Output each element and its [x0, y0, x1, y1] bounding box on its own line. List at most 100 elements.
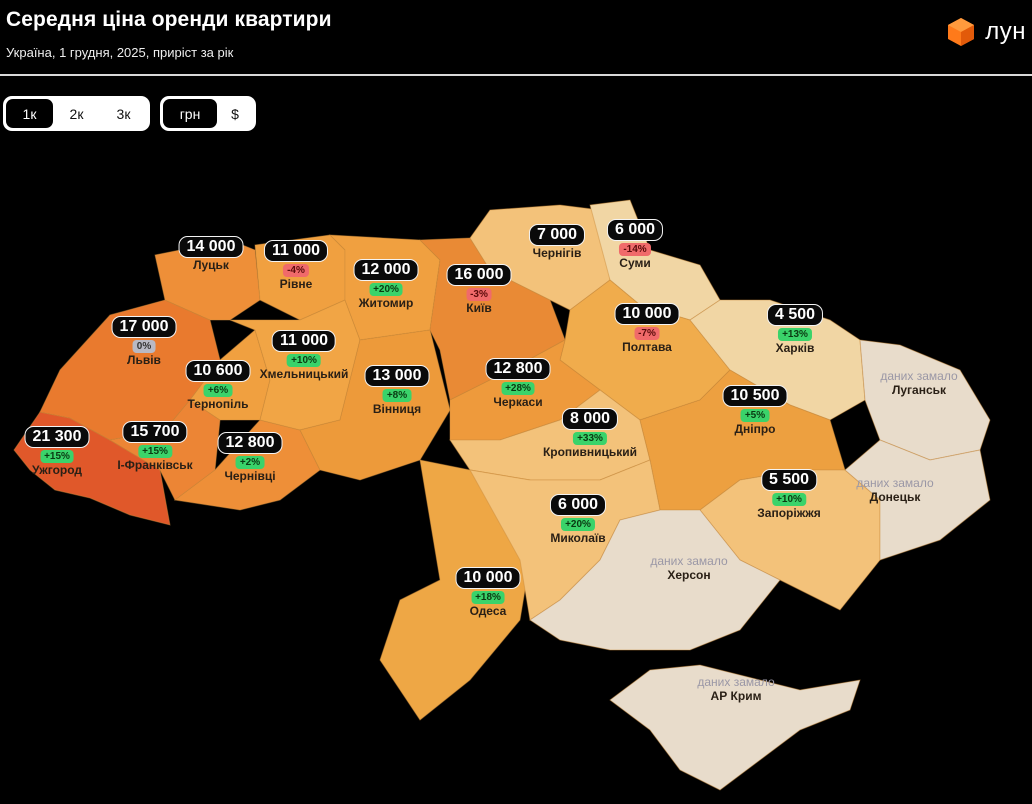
change-badge: 0% [132, 340, 156, 353]
city-name: Вінниця [372, 402, 422, 416]
region-label-kyiv[interactable]: 16 000 -3% Київ [446, 264, 512, 315]
region-label-khmelnytskyi[interactable]: 11 000 +10% Хмельницький [259, 330, 349, 381]
ukraine-map: 14 000 Луцьк 11 000 -4% Рівне 12 000 +20… [0, 140, 1032, 804]
region-label-sumy[interactable]: 6 000 -14% Суми [606, 219, 664, 270]
no-data-note: даних замало [650, 554, 728, 568]
header: Середня ціна оренди квартири Україна, 1 … [0, 0, 1032, 76]
region-label-ternopil[interactable]: 10 600 +6% Тернопіль [185, 360, 251, 411]
change-badge: +2% [235, 456, 265, 469]
price-badge: 5 500 [760, 469, 818, 491]
city-name: Донецьк [869, 490, 921, 504]
change-badge: +13% [778, 328, 812, 341]
city-name: Чернігів [532, 246, 582, 260]
city-name: Київ [466, 301, 492, 315]
region-label-vinnytsia[interactable]: 13 000 +8% Вінниця [364, 365, 430, 416]
city-name: Черкаси [493, 395, 543, 409]
logo[interactable]: лун [945, 16, 1026, 48]
price-badge: 10 600 [185, 360, 251, 382]
price-badge: 13 000 [364, 365, 430, 387]
city-name: Львів [127, 353, 161, 367]
page-subtitle: Україна, 1 грудня, 2025, приріст за рік [6, 45, 234, 60]
cube-logo-icon [948, 18, 975, 46]
price-badge: 10 000 [455, 567, 521, 589]
city-name: Луцьк [193, 258, 229, 272]
region-label-kharkiv[interactable]: 4 500 +13% Харків [766, 304, 824, 355]
price-badge: 6 000 [606, 219, 664, 241]
price-badge: 14 000 [178, 236, 244, 258]
price-badge: 4 500 [766, 304, 824, 326]
city-name: Запоріжжя [757, 506, 821, 520]
price-badge: 12 000 [353, 259, 419, 281]
city-name: Херсон [667, 568, 711, 582]
page-title: Середня ціна оренди квартири [6, 8, 332, 31]
change-badge: +15% [40, 450, 74, 463]
change-badge: +6% [203, 384, 233, 397]
region-label-kropyvnytskyi[interactable]: 8 000 +33% Кропивницький [543, 408, 637, 459]
change-badge: -7% [634, 327, 660, 340]
region-label-dnipro[interactable]: 10 500 +5% Дніпро [722, 385, 788, 436]
no-data-note: даних замало [880, 369, 958, 383]
region-label-poltava[interactable]: 10 000 -7% Полтава [614, 303, 680, 354]
price-badge: 10 500 [722, 385, 788, 407]
currency-usd-button[interactable]: $ [231, 105, 239, 122]
price-badge: 12 800 [217, 432, 283, 454]
city-name: Ужгород [31, 463, 83, 477]
change-badge: +18% [471, 591, 505, 604]
region-crimea [609, 664, 861, 791]
price-badge: 10 000 [614, 303, 680, 325]
city-name: Харків [775, 341, 815, 355]
region-label-uzhhorod[interactable]: 21 300 +15% Ужгород [24, 426, 90, 477]
change-badge: +28% [501, 382, 535, 395]
city-name: Житомир [358, 296, 414, 310]
change-badge: +20% [369, 283, 403, 296]
city-name: Хмельницький [259, 367, 349, 381]
region-label-zaporizhzhia[interactable]: 5 500 +10% Запоріжжя [757, 469, 821, 520]
region-kherson [529, 509, 781, 651]
rooms-3k-button[interactable]: 3к [116, 105, 131, 122]
city-name: Полтава [622, 340, 672, 354]
price-badge: 12 800 [485, 358, 551, 380]
price-badge: 6 000 [549, 494, 607, 516]
region-label-donetsk[interactable]: даних замало Донецьк [856, 476, 933, 504]
map-shapes [13, 199, 991, 791]
region-label-rivne[interactable]: 11 000 -4% Рівне [263, 240, 329, 291]
city-name: Миколаїв [550, 531, 606, 545]
region-label-zhytomyr[interactable]: 12 000 +20% Житомир [353, 259, 419, 310]
region-label-lviv[interactable]: 17 000 0% Львів [111, 316, 177, 367]
change-badge: +33% [573, 432, 607, 445]
region-label-crimea[interactable]: даних замало АР Крим [697, 675, 774, 703]
change-badge: +20% [561, 518, 595, 531]
rooms-2k-button[interactable]: 2к [69, 105, 84, 122]
region-label-ivano-frankivsk[interactable]: 15 700 +15% І-Франківськ [117, 421, 193, 472]
region-label-kherson[interactable]: даних замало Херсон [650, 554, 727, 582]
city-name: Чернівці [224, 469, 276, 483]
change-badge: +10% [287, 354, 321, 367]
price-badge: 21 300 [24, 426, 90, 448]
city-name: АР Крим [710, 689, 762, 703]
rooms-1k-button[interactable]: 1к [6, 99, 53, 128]
change-badge: -3% [466, 288, 492, 301]
city-name: Дніпро [734, 422, 776, 436]
region-label-odesa[interactable]: 10 000 +18% Одеса [455, 567, 521, 618]
price-badge: 16 000 [446, 264, 512, 286]
price-badge: 11 000 [263, 240, 329, 262]
currency-selector: грн $ [160, 96, 256, 131]
city-name: Тернопіль [187, 397, 249, 411]
price-badge: 17 000 [111, 316, 177, 338]
region-label-luhansk[interactable]: даних замало Луганськ [880, 369, 957, 397]
change-badge: -14% [619, 243, 651, 256]
city-name: Кропивницький [542, 445, 638, 459]
region-label-chernihiv[interactable]: 7 000 Чернігів [528, 224, 586, 260]
region-label-lutsk[interactable]: 14 000 Луцьк [178, 236, 244, 272]
region-label-mykolaiv[interactable]: 6 000 +20% Миколаїв [549, 494, 607, 545]
change-badge: -4% [283, 264, 309, 277]
currency-uah-button[interactable]: грн [163, 99, 217, 128]
region-donetsk [844, 439, 991, 561]
city-name: Рівне [279, 277, 313, 291]
change-badge: +15% [138, 445, 172, 458]
city-name: І-Франківськ [117, 458, 193, 472]
region-label-chernivtsi[interactable]: 12 800 +2% Чернівці [217, 432, 283, 483]
price-badge: 11 000 [271, 330, 337, 352]
region-label-cherkasy[interactable]: 12 800 +28% Черкаси [485, 358, 551, 409]
change-badge: +10% [772, 493, 806, 506]
